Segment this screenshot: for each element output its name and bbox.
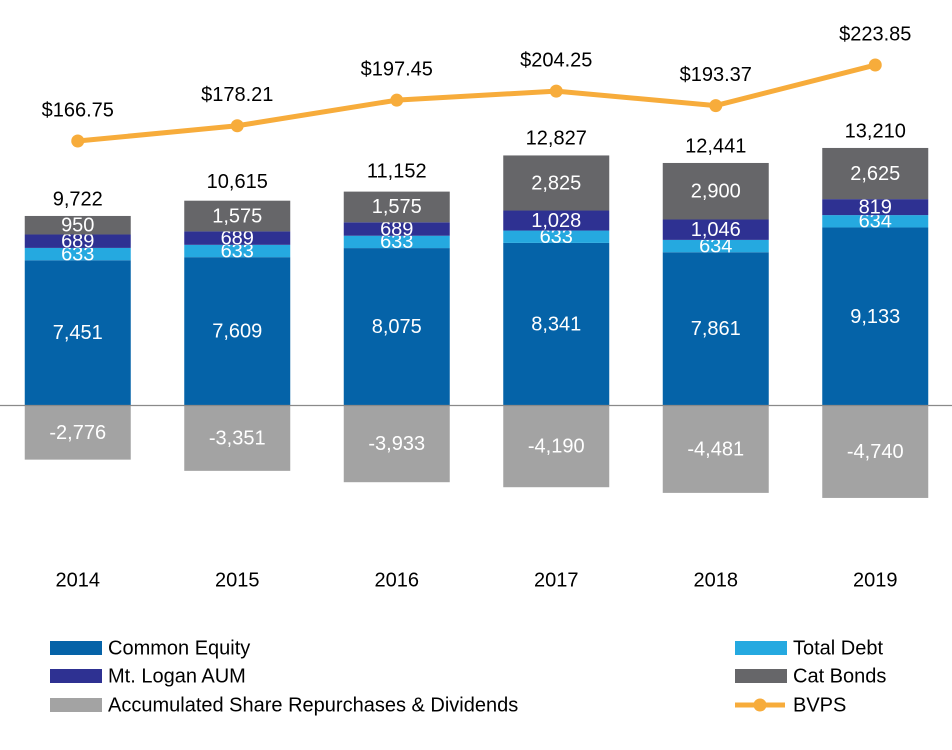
x-tick-label: 2017 <box>534 569 579 591</box>
data-label: -3,933 <box>368 433 425 455</box>
data-label: 633 <box>380 231 413 253</box>
data-label: 689 <box>380 218 413 240</box>
bvps-label: $178.21 <box>201 84 273 106</box>
bar-segment <box>662 239 769 253</box>
bvps-point <box>390 93 404 107</box>
data-label: 7,451 <box>53 322 103 344</box>
bar-segment <box>184 257 291 406</box>
x-tick-label: 2014 <box>56 569 101 591</box>
data-label: -4,740 <box>847 441 904 463</box>
total-label: 10,615 <box>207 171 268 193</box>
bar-segment <box>343 235 450 249</box>
data-label: 1,575 <box>212 205 262 227</box>
data-label: 689 <box>61 230 94 252</box>
data-label: -2,776 <box>49 422 106 444</box>
bar-segment <box>184 405 291 471</box>
data-label: 9,133 <box>850 306 900 328</box>
x-tick-label: 2019 <box>853 569 898 591</box>
bar-segment <box>343 405 450 483</box>
data-label: 2,900 <box>691 181 741 203</box>
bar-segment <box>503 242 610 406</box>
bar-segment <box>822 227 929 406</box>
bvps-point <box>549 84 563 98</box>
bar-segment <box>24 260 131 406</box>
bar-segment <box>822 147 929 200</box>
data-label: 819 <box>859 196 892 218</box>
data-label: 2,625 <box>850 163 900 185</box>
data-label: 633 <box>221 240 254 262</box>
bar-segment <box>184 231 291 245</box>
bar-segment <box>662 219 769 240</box>
bvps-label: $223.85 <box>839 23 911 45</box>
bvps-point <box>230 119 244 133</box>
bar-segment <box>343 191 450 223</box>
legend-label: Cat Bonds <box>793 665 886 687</box>
bar-segment <box>343 222 450 236</box>
bvps-point <box>709 99 723 113</box>
legend-swatch <box>735 669 787 683</box>
total-label: 12,441 <box>685 135 746 157</box>
bar-segment <box>24 405 131 460</box>
data-label: -4,481 <box>687 438 744 460</box>
data-label: 8,075 <box>372 316 422 338</box>
legend-label: Mt. Logan AUM <box>108 665 246 687</box>
bar-segment <box>24 234 131 248</box>
bvps-label: $166.75 <box>42 99 114 121</box>
data-label: 1,028 <box>531 210 581 232</box>
bar-segment <box>822 215 929 228</box>
bar-segment <box>24 247 131 261</box>
bvps-point <box>71 134 85 148</box>
bar-segment <box>822 199 929 216</box>
bar-segment <box>822 405 929 498</box>
x-tick-label: 2018 <box>694 569 739 591</box>
data-label: 1,046 <box>691 219 741 241</box>
bvps-line <box>77 62 876 144</box>
bvps-label: $197.45 <box>361 58 433 80</box>
data-label: 7,861 <box>691 318 741 340</box>
data-label: 634 <box>699 235 732 257</box>
bvps-point <box>868 58 882 72</box>
legend-swatch <box>753 698 767 712</box>
data-label: 633 <box>540 226 573 248</box>
data-label: -4,190 <box>528 436 585 458</box>
total-label: 13,210 <box>845 120 906 142</box>
total-label: 11,152 <box>367 160 427 182</box>
data-label: 950 <box>61 215 94 237</box>
total-label: 9,722 <box>53 188 103 210</box>
bar-segment <box>662 162 769 220</box>
legend-label: BVPS <box>793 694 846 716</box>
data-label: 7,609 <box>212 321 262 343</box>
data-label: 1,575 <box>372 196 422 218</box>
bar-segment <box>503 405 610 488</box>
legend-swatch <box>50 698 102 712</box>
total-label: 12,827 <box>526 128 587 150</box>
data-label: 633 <box>61 243 94 265</box>
data-label: 8,341 <box>531 313 581 335</box>
data-label: 634 <box>859 211 892 233</box>
legend-swatch <box>50 669 102 683</box>
data-label: 2,825 <box>531 172 581 194</box>
bvps-label: $204.25 <box>520 49 592 71</box>
bar-segment <box>184 244 291 258</box>
bar-segment <box>343 248 450 406</box>
x-tick-label: 2016 <box>375 569 420 591</box>
legend-label: Common Equity <box>108 637 250 659</box>
bar-segment <box>503 155 610 211</box>
legend-label: Total Debt <box>793 637 883 659</box>
bar-segment <box>184 200 291 232</box>
legend-label: Accumulated Share Repurchases & Dividend… <box>108 694 518 716</box>
legend-swatch <box>735 641 787 655</box>
bar-segment <box>24 215 131 235</box>
bar-segment <box>503 210 610 231</box>
bar-segment <box>662 252 769 406</box>
data-label: 689 <box>221 227 254 249</box>
legend-swatch <box>50 641 102 655</box>
bar-segment <box>503 230 610 243</box>
data-label: -3,351 <box>209 427 266 449</box>
bar-segment <box>662 405 769 493</box>
x-tick-label: 2015 <box>215 569 260 591</box>
bvps-label: $193.37 <box>680 64 752 86</box>
